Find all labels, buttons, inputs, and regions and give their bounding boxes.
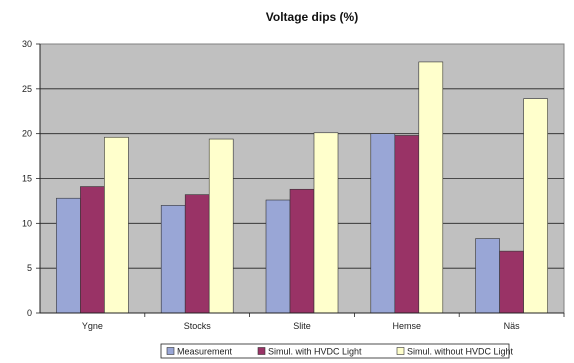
bar-simul-with-hvdc-light-4 bbox=[499, 250, 524, 314]
bar-measurement-0 bbox=[56, 197, 81, 314]
y-tick-label: 25 bbox=[22, 84, 32, 94]
bar-simul-without-hvdc-light-1 bbox=[208, 138, 234, 314]
bar-measurement-1 bbox=[160, 205, 186, 314]
y-tick-label: 30 bbox=[22, 39, 32, 49]
bar-simul-with-hvdc-light-3 bbox=[394, 135, 420, 314]
legend-label: Simul. without HVDC Light bbox=[407, 347, 514, 357]
legend-swatch bbox=[257, 347, 266, 355]
legend-box bbox=[160, 343, 510, 359]
legend-swatch bbox=[396, 347, 405, 355]
y-tick-label: 5 bbox=[27, 263, 32, 273]
legend-label: Measurement bbox=[177, 347, 233, 357]
x-tick-label: Stocks bbox=[184, 321, 212, 331]
y-tick-label: 10 bbox=[22, 218, 32, 228]
y-tick-label: 20 bbox=[22, 129, 32, 139]
x-tick-label: Ygne bbox=[82, 321, 103, 331]
bar-simul-without-hvdc-light-3 bbox=[418, 61, 444, 314]
x-tick-label: Hemse bbox=[393, 321, 422, 331]
legend-swatch bbox=[166, 347, 175, 355]
y-tick-label: 0 bbox=[27, 308, 32, 318]
legend: Measurement Simul. with HVDC Light Simul. … bbox=[160, 343, 514, 359]
bar-measurement-3 bbox=[370, 133, 396, 314]
bar-simul-without-hvdc-light-4 bbox=[523, 98, 548, 314]
legend-label: Simul. with HVDC Light bbox=[268, 347, 362, 357]
bar-simul-without-hvdc-light-2 bbox=[313, 132, 339, 314]
bar-simul-with-hvdc-light-0 bbox=[80, 186, 105, 314]
x-tick-label: Slite bbox=[293, 321, 311, 331]
bar-measurement-2 bbox=[265, 199, 291, 314]
x-tick-label: Näs bbox=[504, 321, 521, 331]
bar-simul-with-hvdc-light-2 bbox=[289, 188, 315, 314]
axes: 0 5 10 15 20 25 30 Ygne Stocks Slite Hemse Näs bbox=[22, 39, 565, 331]
bars bbox=[56, 61, 548, 314]
bar-measurement-4 bbox=[475, 238, 500, 314]
y-tick-label: 15 bbox=[22, 174, 32, 184]
chart-title: Voltage dips (%) bbox=[266, 10, 358, 24]
bar-simul-without-hvdc-light-0 bbox=[104, 136, 129, 314]
bar-simul-with-hvdc-light-1 bbox=[184, 194, 210, 314]
